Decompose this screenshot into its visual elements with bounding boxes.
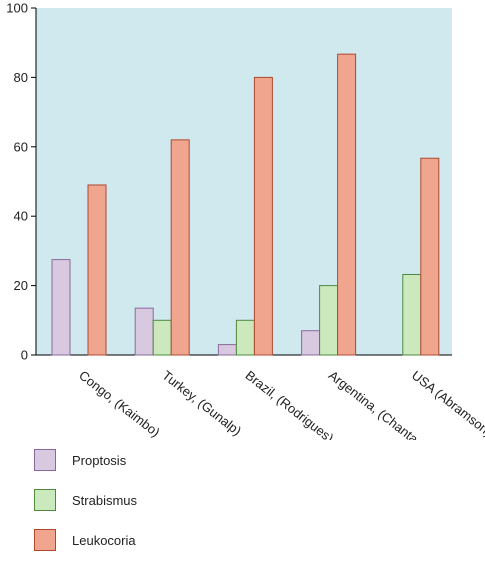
bars — [51, 53, 440, 356]
legend-item-leukocoria: Leukocoria — [34, 528, 137, 552]
bar-strabismus-4 — [402, 273, 422, 356]
y-tick-label: 60 — [14, 139, 28, 154]
bar-proptosis-2 — [217, 344, 237, 356]
y-axis: 0 20 40 60 80 100 — [6, 1, 37, 363]
bar-strabismus-2 — [235, 319, 255, 356]
bar-leukocoria-3 — [337, 53, 357, 356]
bar-strabismus-3 — [319, 285, 339, 356]
y-tick-label: 40 — [14, 209, 28, 224]
bar-leukocoria-1 — [170, 139, 190, 356]
bar-proptosis-0 — [51, 259, 71, 356]
legend-label-leukocoria: Leukocoria — [72, 532, 136, 548]
legend-swatch-proptosis — [34, 449, 56, 471]
legend-label-strabismus: Strabismus — [72, 492, 138, 508]
legend-item-proptosis: Proptosis — [34, 448, 137, 472]
y-tick-label: 80 — [14, 70, 28, 85]
bar-leukocoria-4 — [420, 157, 440, 356]
x-axis: Congo, (Kaimbo)Turkey, (Gunalp)Brazil, (… — [36, 354, 485, 440]
x-tick-label: USA (Abramson) — [409, 368, 485, 440]
legend-swatch-strabismus — [34, 489, 56, 511]
x-tick-label: Turkey, (Gunalp) — [159, 368, 244, 439]
bar-proptosis-1 — [134, 307, 154, 356]
legend-swatch-leukocoria — [34, 529, 56, 551]
legend-item-strabismus: Strabismus — [34, 488, 137, 512]
legend-label-proptosis: Proptosis — [72, 452, 127, 468]
y-tick-label: 0 — [21, 348, 28, 363]
bar-leukocoria-2 — [253, 76, 273, 356]
x-tick-label: Brazil, (Rodrigues) — [243, 368, 337, 440]
x-tick-label: Congo, (Kaimbo) — [76, 368, 163, 440]
bar-leukocoria-0 — [87, 184, 107, 356]
y-tick-label: 20 — [14, 278, 28, 293]
bar-proptosis-3 — [301, 330, 321, 356]
bar-chart: 0 20 40 60 80 100 Congo, (Kaimbo)Turkey, (Gun… — [6, 1, 485, 441]
y-tick-label: 100 — [6, 1, 28, 16]
legend: Proptosis Strabismus Leukocoria — [34, 448, 137, 568]
bar-strabismus-1 — [152, 319, 172, 356]
